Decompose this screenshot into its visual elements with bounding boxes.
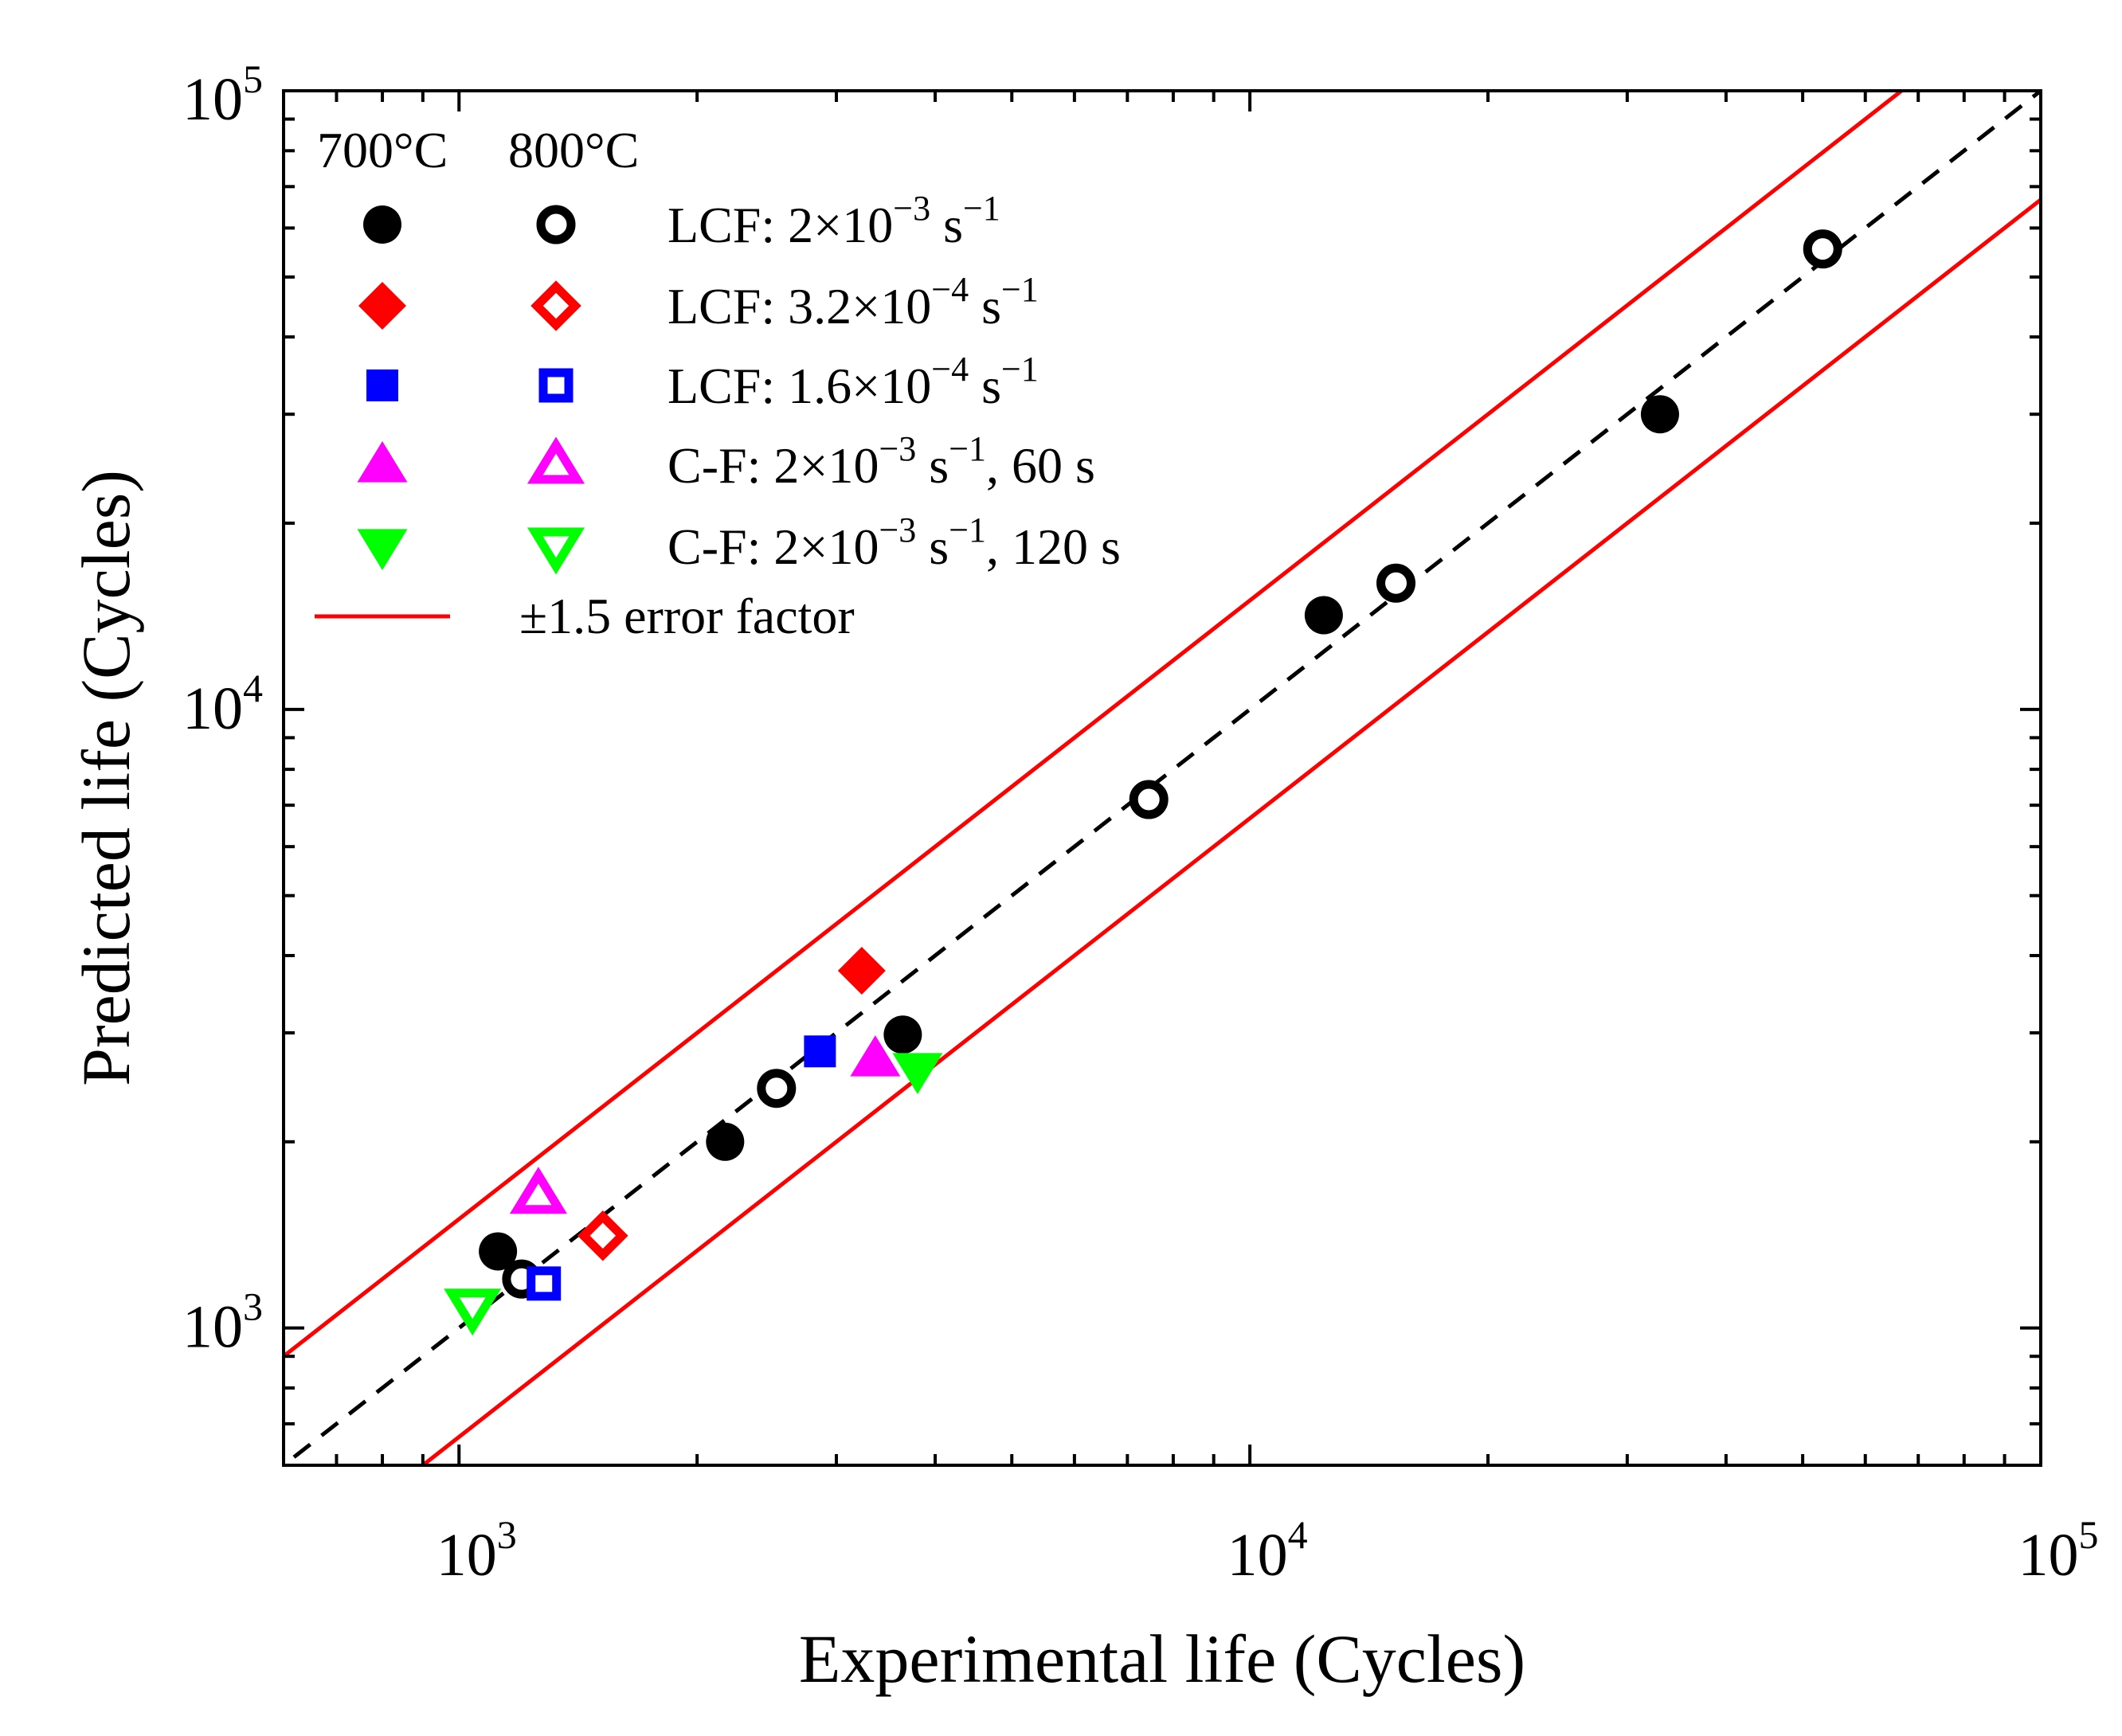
legend-marker-700-lcf-3.2e-4	[358, 282, 406, 330]
data-point-s1-p1	[757, 1069, 797, 1108]
data-point-s2-p0	[837, 947, 886, 995]
legend-marker-800-cf-60	[527, 436, 585, 484]
legend-marker-800-lcf-2e-3	[536, 205, 576, 244]
reference-line-2	[419, 197, 2041, 1465]
legend-error-factor-label: ±1.5 error factor	[519, 588, 855, 644]
reference-line-0	[284, 91, 2041, 1465]
legend-marker-800-lcf-3.2e-4	[530, 280, 581, 331]
legend-marker-800-lcf-1.6e-4	[538, 368, 574, 403]
y-tick-label-0: 103	[182, 1284, 263, 1361]
reference-lines	[284, 91, 2041, 1465]
legend-label-cf-120: C-F: 2×10−3 s−1, 120 s	[668, 510, 1121, 575]
data-point-s0-p0	[479, 1232, 518, 1271]
data-point-s1-p4	[1803, 229, 1842, 269]
data-markers	[444, 229, 1842, 1336]
data-point-s8-p0	[892, 1053, 943, 1095]
data-point-s5-p0	[527, 1266, 562, 1301]
tick-labels: 103 104 105 103 104 105	[182, 57, 2099, 1589]
data-point-s1-p2	[1129, 780, 1169, 819]
legend-label-cf-60: C-F: 2×10−3 s−1, 60 s	[668, 429, 1095, 494]
legend-marker-700-lcf-1.6e-4	[366, 369, 398, 401]
y-axis-label: Predicted life (Cycles)	[68, 470, 144, 1086]
y-tick-label-2: 105	[182, 57, 263, 133]
axis-ticks	[282, 89, 2042, 1467]
data-point-s9-p0	[444, 1288, 502, 1336]
data-point-s1-p3	[1376, 563, 1416, 603]
reference-line-1	[284, 91, 1905, 1359]
data-point-s0-p2	[883, 1015, 922, 1054]
legend-header-700: 700°C	[317, 122, 448, 178]
legend-marker-700-lcf-2e-3	[363, 205, 401, 244]
plot-frame	[282, 89, 2042, 1467]
data-point-s7-p0	[509, 1167, 567, 1214]
legend-marker-700-cf-120	[357, 529, 408, 570]
legend-entries: LCF: 2×10−3 s−1 LCF: 3.2×10−4 s−1 LCF: 1.6…	[357, 189, 1121, 575]
x-tick-label-2: 105	[2018, 1512, 2099, 1589]
data-point-s3-p0	[577, 1210, 628, 1261]
legend-label-lcf-3.2e-4: LCF: 3.2×10−4 s−1	[668, 270, 1039, 334]
legend-label-lcf-1.6e-4: LCF: 1.6×10−4 s−1	[668, 350, 1039, 414]
y-tick-label-1: 104	[182, 666, 263, 742]
data-point-s6-p0	[850, 1035, 901, 1077]
legend-label-lcf-2e-3: LCF: 2×10−3 s−1	[668, 189, 1000, 253]
data-point-s4-p0	[804, 1035, 836, 1068]
legend-marker-700-cf-60	[357, 441, 408, 483]
legend-header-800: 800°C	[508, 122, 639, 178]
x-tick-label-0: 103	[437, 1512, 517, 1589]
x-axis-label: Experimental life (Cycles)	[799, 1621, 1525, 1697]
data-point-s0-p4	[1640, 395, 1679, 434]
legend-marker-800-cf-120	[527, 527, 585, 575]
legend: 700°C 800°C LCF: 2×10−3 s−1 LCF: 3.2×10−4…	[315, 122, 1121, 644]
x-tick-label-1: 104	[1227, 1512, 1308, 1589]
data-point-s0-p3	[1304, 596, 1343, 635]
data-point-s0-p1	[706, 1122, 745, 1161]
